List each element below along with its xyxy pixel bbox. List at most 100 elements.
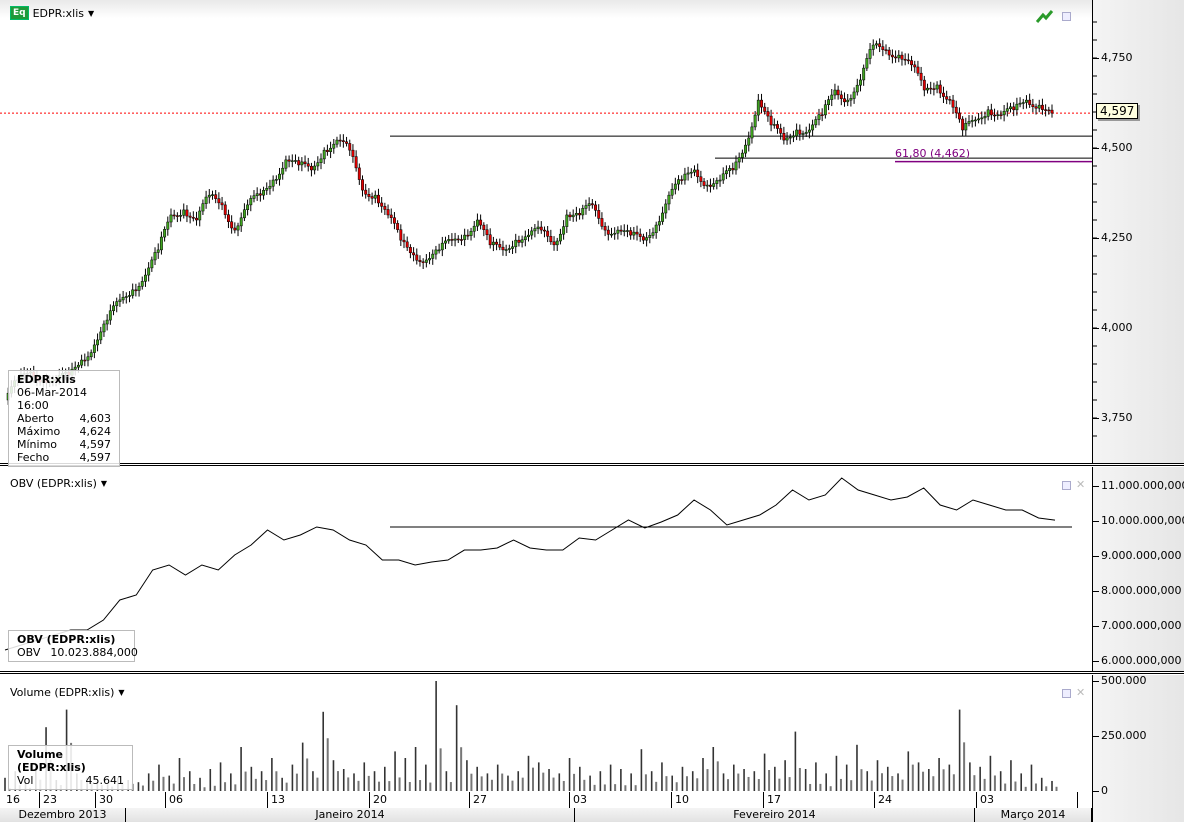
volume-bar [455, 705, 458, 791]
volume-bar [281, 777, 283, 791]
volume-bar [213, 785, 216, 791]
pane-separator[interactable] [0, 671, 1184, 674]
candle-body [211, 194, 214, 196]
candle-body [150, 259, 154, 269]
candle-body [830, 94, 834, 100]
candle-body [335, 139, 339, 145]
candle-body [306, 163, 310, 167]
candle-body [763, 106, 767, 112]
volume-bar [644, 774, 647, 791]
volume-bar [445, 771, 448, 791]
volume-bar [603, 784, 606, 791]
candle-body [325, 149, 329, 152]
volume-bar [162, 776, 165, 791]
maximize-icon[interactable] [1062, 481, 1071, 490]
candle-body [689, 171, 693, 174]
pane-separator[interactable] [0, 463, 1184, 466]
candle-body [278, 173, 281, 180]
candle-body [785, 137, 789, 141]
volume-bar [747, 776, 750, 791]
volume-bar [342, 769, 345, 791]
volume-bar [521, 777, 524, 791]
candle-body [373, 194, 377, 199]
dropdown-caret-icon[interactable]: ▼ [100, 479, 108, 488]
candle-body [603, 226, 607, 231]
candle-body [638, 233, 642, 237]
candle-body [782, 133, 786, 141]
volume-axis[interactable] [1092, 675, 1184, 822]
volume-bar [408, 782, 411, 791]
volume-title[interactable]: Volume (EDPR:xlis) ▼ [10, 686, 125, 699]
candle-body [479, 219, 483, 226]
volume-pane[interactable] [0, 675, 1092, 792]
obv-pane[interactable] [0, 467, 1092, 672]
volume-bar [685, 776, 688, 791]
candle-body [495, 241, 499, 245]
volume-bar [784, 760, 786, 791]
day-label: 17 [764, 792, 875, 808]
volume-bar [470, 773, 473, 791]
volume-bar [757, 779, 760, 791]
day-label: 06 [166, 792, 268, 808]
volume-bar [819, 783, 822, 791]
maximize-icon[interactable] [1062, 689, 1071, 698]
volume-bar [794, 731, 797, 791]
candle-body [469, 230, 473, 236]
symbol-selector[interactable]: Eq EDPR:xlis ▼ [10, 6, 94, 20]
candle-body [300, 161, 304, 166]
fibonacci-label[interactable]: 61,80 (4,462) [895, 147, 971, 160]
candle-body [262, 190, 266, 196]
volume-bar [1034, 783, 1037, 791]
trend-up-icon[interactable] [1036, 9, 1054, 23]
volume-bar [542, 772, 545, 791]
obv-axis[interactable] [1092, 467, 1184, 672]
price-pane[interactable] [0, 0, 1092, 464]
dropdown-caret-icon[interactable]: ▼ [88, 8, 95, 18]
candle-body [677, 179, 680, 185]
candle-body [673, 183, 677, 190]
candle-body [568, 214, 572, 218]
volume-bar [634, 785, 637, 791]
candle-body [195, 217, 198, 221]
obv-legend: OBV (EDPR:xlis) OBV 10.023.884,000 [8, 630, 138, 662]
candle-body [597, 210, 601, 219]
candle-body [919, 72, 923, 81]
candle-body [664, 203, 668, 214]
candle-body [450, 239, 454, 241]
y-tick-label: 0 [1093, 784, 1108, 797]
volume-bar [969, 762, 971, 791]
candle-body [507, 248, 511, 250]
volume-bar [722, 773, 725, 791]
candle-body [961, 118, 965, 131]
volume-bar [562, 780, 565, 791]
candle-body [408, 247, 412, 254]
candle-body [284, 159, 288, 169]
volume-bar [589, 775, 591, 791]
candle-body [839, 94, 843, 99]
candle-body [865, 58, 869, 69]
legend-label: Aberto [17, 412, 54, 425]
volume-bar [917, 762, 920, 791]
maximize-icon[interactable] [1062, 12, 1071, 21]
y-tick-label: 6.000.000,000 [1093, 654, 1181, 667]
volume-bar [932, 776, 935, 791]
candle-body [823, 104, 827, 116]
volume-bar [815, 762, 817, 791]
close-icon[interactable]: ✕ [1076, 686, 1086, 699]
candle-body [341, 140, 345, 142]
volume-bar [158, 764, 160, 791]
volume-bar [860, 769, 863, 791]
legend-value: 10.023.884,000 [50, 646, 138, 659]
volume-bar [501, 773, 504, 791]
volume-bar [798, 767, 801, 791]
obv-title[interactable]: OBV (EDPR:xlis) ▼ [10, 477, 107, 490]
dropdown-caret-icon[interactable]: ▼ [118, 688, 125, 697]
close-icon[interactable]: ✕ [1076, 478, 1086, 491]
volume-bar [532, 767, 534, 791]
volume-bar [496, 764, 499, 791]
candle-body [345, 141, 349, 144]
candle-body [1044, 109, 1048, 111]
volume-bar [727, 779, 730, 791]
candle-body [163, 229, 167, 238]
volume-bar [983, 778, 986, 791]
